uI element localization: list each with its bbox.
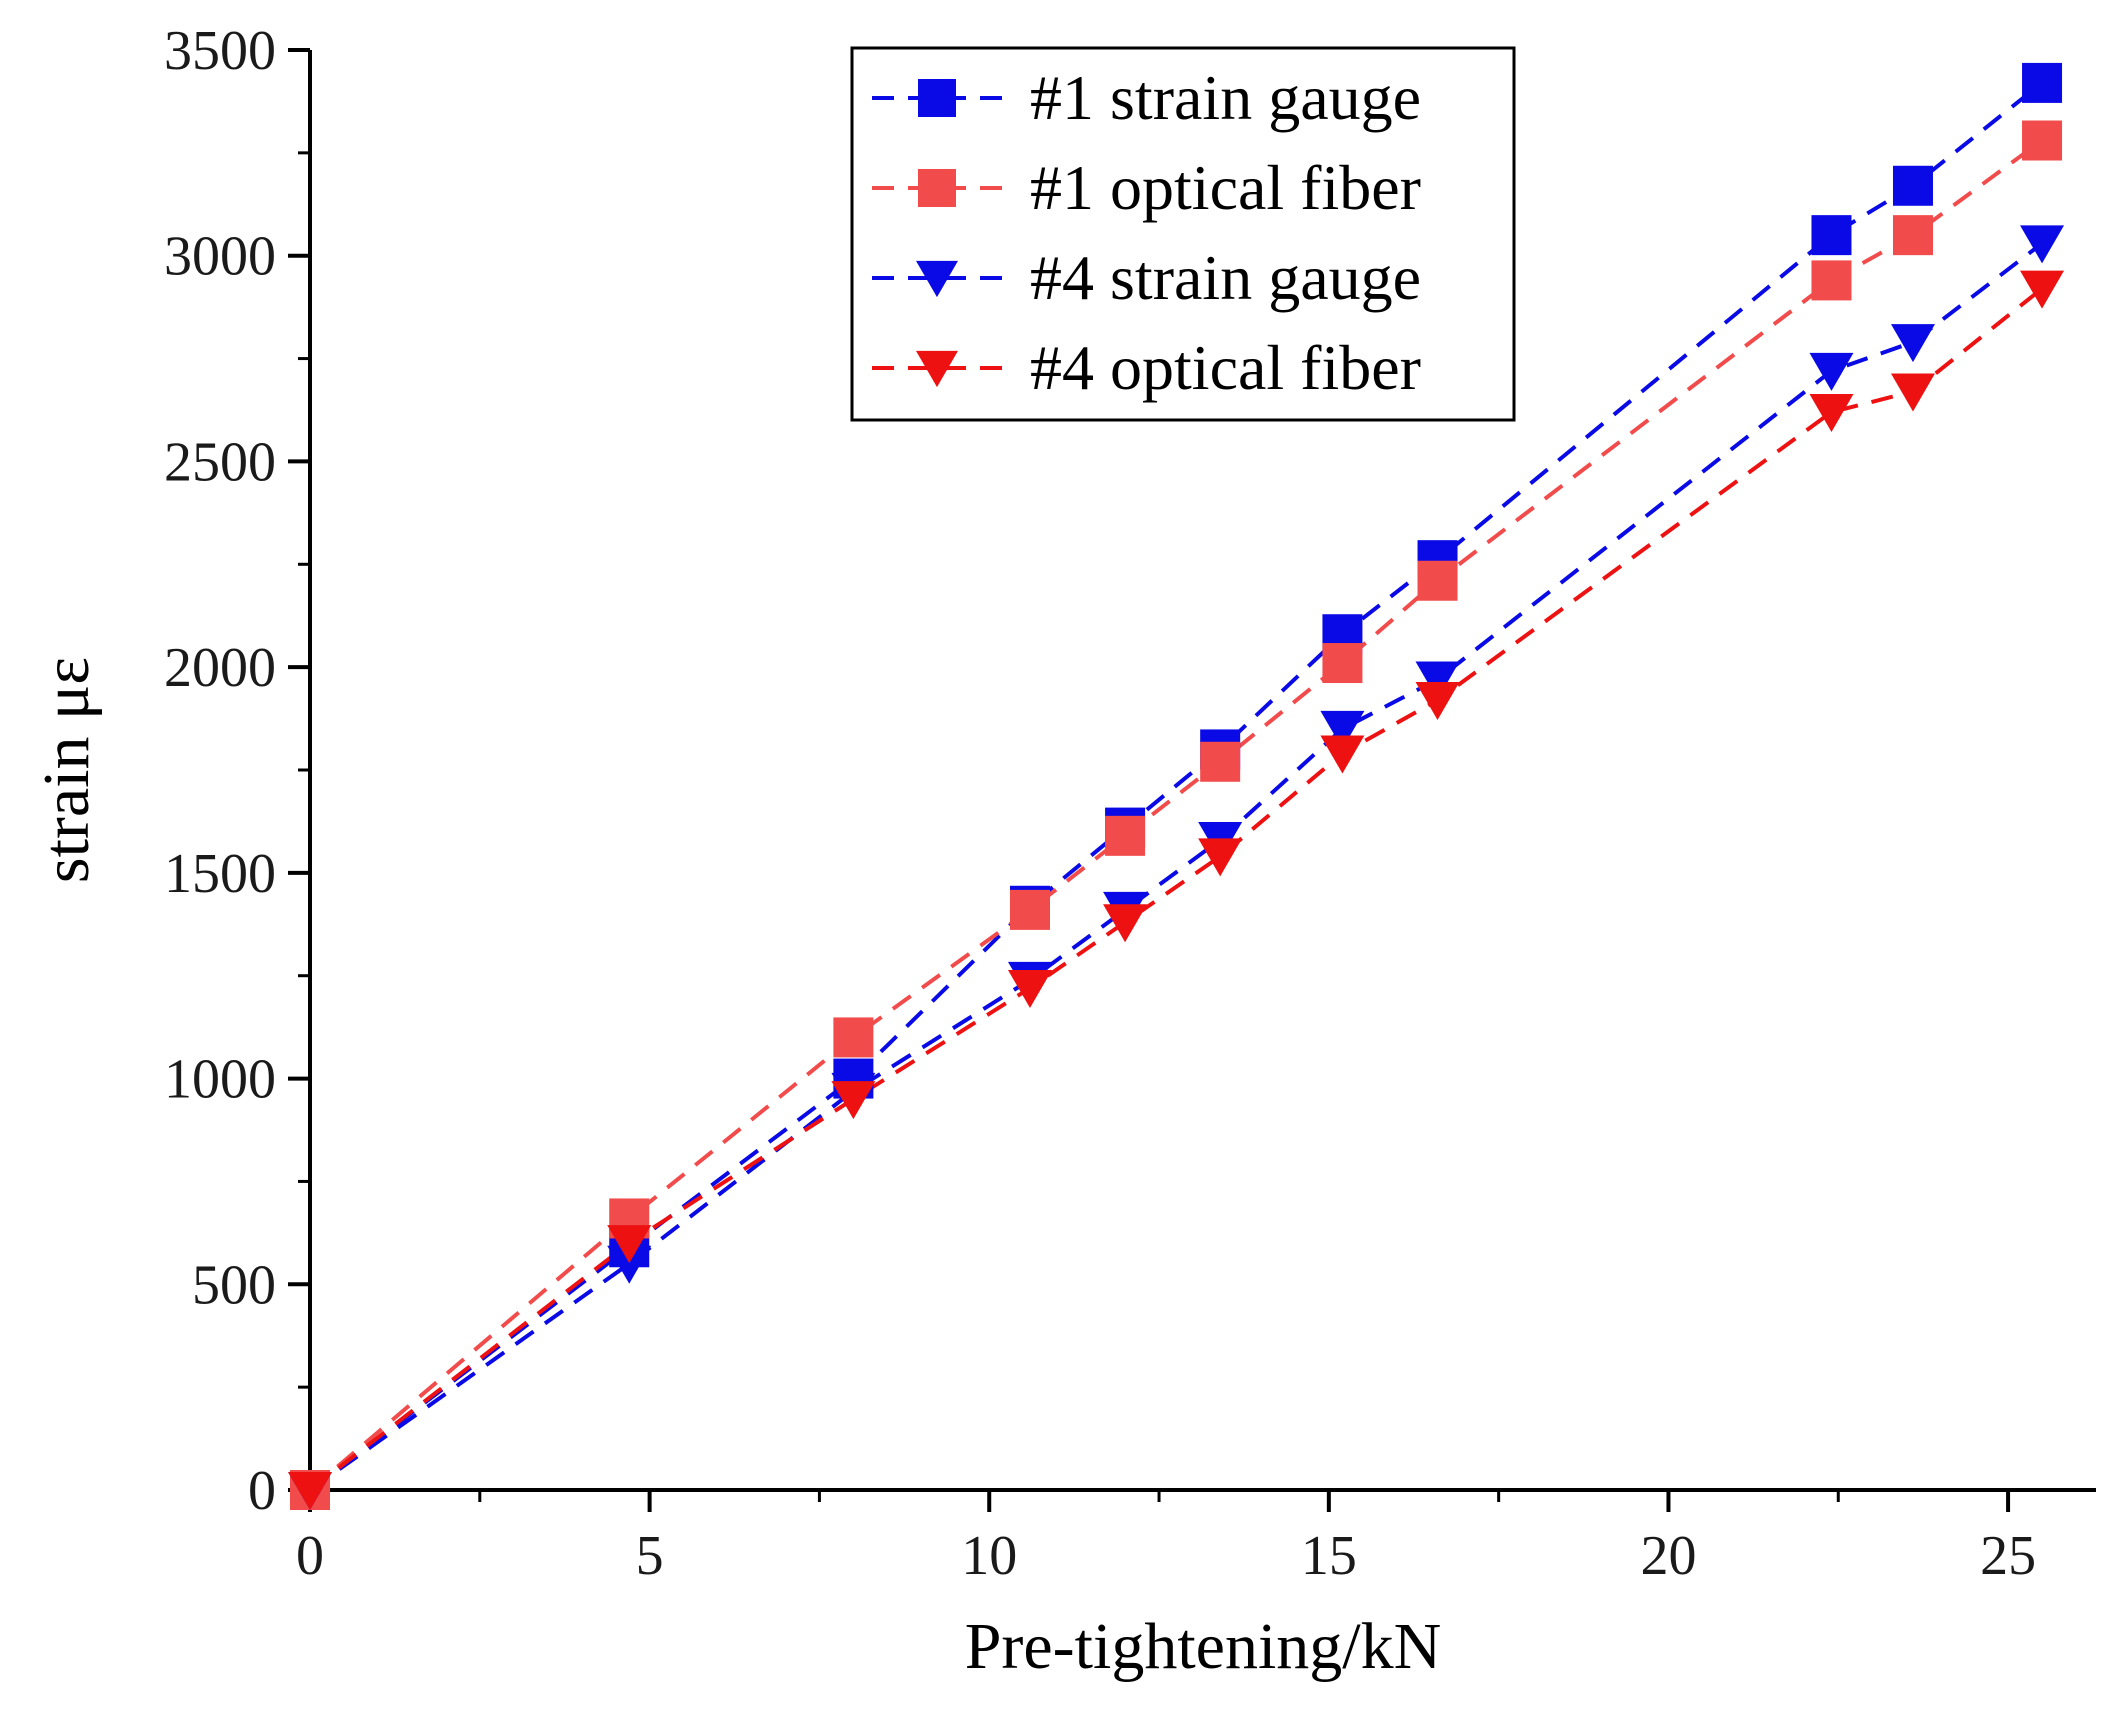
series-3-point [607, 1245, 652, 1284]
series-3-point [1809, 352, 1854, 391]
series-4-point [1890, 373, 1935, 412]
legend-marker [916, 350, 958, 388]
y-ticks: 0 500 1000 1500 2000 2500 3000 3500 [164, 20, 310, 1522]
series-markers [288, 62, 2065, 1510]
legend-box [850, 46, 1516, 422]
series-2-point [1417, 560, 1458, 601]
series-4-point [1103, 904, 1148, 943]
y-tick-label: 1000 [164, 1049, 276, 1111]
series-4-point [607, 1225, 652, 1264]
y-tick-label: 0 [248, 1460, 276, 1522]
series-2-point [1892, 215, 1933, 256]
series-2-point [1811, 260, 1852, 301]
series-line-1 [308, 81, 2044, 1492]
legend-marker [916, 260, 958, 298]
x-ticks: 0 5 10 15 20 25 [296, 1490, 2036, 1587]
legend-label: #1 optical fiber [1030, 152, 1421, 223]
y-tick-label: 3500 [164, 20, 276, 82]
series-2-point [1105, 815, 1146, 856]
series-1-point [2022, 62, 2063, 103]
series-3-point [1415, 661, 1460, 700]
legend-label: #1 strain gauge [1030, 62, 1421, 133]
series-3-point [2020, 225, 2065, 264]
legend-marker [918, 169, 956, 207]
series-4-point [1415, 682, 1460, 721]
series-2-point [833, 1017, 874, 1058]
series-1-point [1892, 165, 1933, 206]
series-2-point [2022, 120, 2063, 161]
y-tick-label: 2000 [164, 637, 276, 699]
y-tick-label: 1500 [164, 843, 276, 905]
legend-marker [918, 79, 956, 117]
x-tick-label: 25 [1980, 1525, 2036, 1587]
series-4-point [1320, 735, 1365, 774]
series-4-point [2020, 270, 2065, 309]
series-line-3 [308, 241, 2044, 1492]
x-tick-label: 5 [636, 1525, 664, 1587]
legend-label: #4 optical fiber [1030, 332, 1421, 403]
series-3-point [1320, 710, 1365, 749]
y-tick-label: 500 [192, 1254, 276, 1316]
series-2-point [1200, 741, 1241, 782]
legend: #1 strain gauge #1 optical fiber #4 strain… [850, 46, 1516, 422]
x-tick-label: 20 [1640, 1525, 1696, 1587]
y-tick-label: 3000 [164, 226, 276, 288]
x-tick-label: 10 [961, 1525, 1017, 1587]
y-tick-label: 2500 [164, 431, 276, 493]
x-axis-title: Pre-tightening/kN [965, 1610, 1442, 1683]
x-tick-label: 15 [1301, 1525, 1357, 1587]
series-4-point [1809, 394, 1854, 433]
series-1-point [1811, 215, 1852, 256]
series-2-point [1009, 889, 1050, 930]
series-3-point [1890, 324, 1935, 363]
y-axis-title: strain με [30, 657, 103, 883]
legend-label: #4 strain gauge [1030, 242, 1421, 313]
series-4-point [1007, 970, 1052, 1009]
series-2-point [1322, 643, 1363, 684]
series-4-point [1198, 838, 1243, 877]
series-4-point [288, 1472, 332, 1510]
series-line-4 [308, 287, 2044, 1492]
x-tick-label: 0 [296, 1525, 324, 1587]
series-4-point [831, 1081, 876, 1120]
